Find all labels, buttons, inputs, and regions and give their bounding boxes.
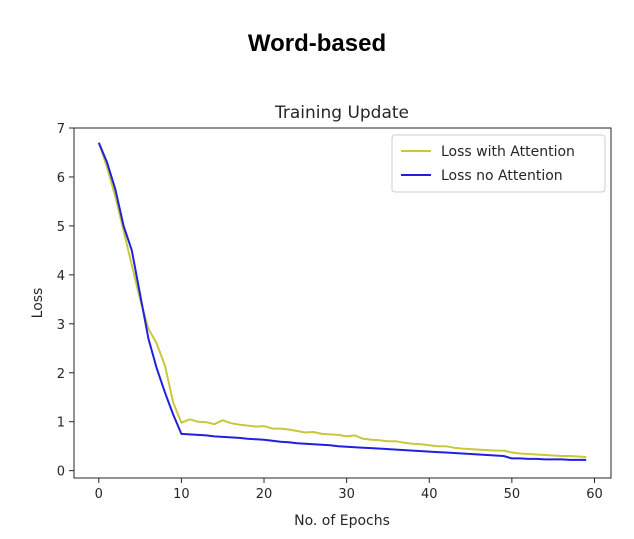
x-tick-label: 0 <box>95 487 103 502</box>
series-layer <box>97 142 587 461</box>
y-tick-label: 1 <box>57 416 65 431</box>
y-tick-label: 2 <box>57 367 65 382</box>
legend-box <box>391 134 606 193</box>
y-tick-label: 0 <box>57 465 65 480</box>
series-line-2 <box>97 142 587 461</box>
plot-frame <box>73 127 612 479</box>
page-heading: Word-based <box>247 30 387 57</box>
x-tick-label: 20 <box>256 487 273 502</box>
chart-title: Training Update <box>274 103 409 123</box>
series-line-1 <box>97 142 587 458</box>
y-axis-title: Loss <box>30 288 46 319</box>
legend: Loss with Attention Loss no Attention <box>391 134 606 193</box>
y-axis: 0 1 2 3 4 5 6 7 <box>57 122 74 480</box>
x-tick-label: 30 <box>338 487 355 502</box>
x-tick-label: 50 <box>504 487 521 502</box>
x-tick-label: 10 <box>173 487 190 502</box>
legend-label-2: Loss no Attention <box>441 168 563 184</box>
legend-label-1: Loss with Attention <box>441 144 575 160</box>
x-axis: 0 10 20 30 40 50 60 <box>95 478 603 502</box>
x-tick-label: 60 <box>586 487 603 502</box>
x-tick-label: 40 <box>421 487 438 502</box>
x-axis-title: No. of Epochs <box>294 513 390 529</box>
y-tick-label: 6 <box>57 171 65 186</box>
y-tick-label: 7 <box>57 122 65 137</box>
y-tick-label: 5 <box>57 220 65 235</box>
y-tick-label: 4 <box>57 269 65 284</box>
y-tick-label: 3 <box>57 318 65 333</box>
